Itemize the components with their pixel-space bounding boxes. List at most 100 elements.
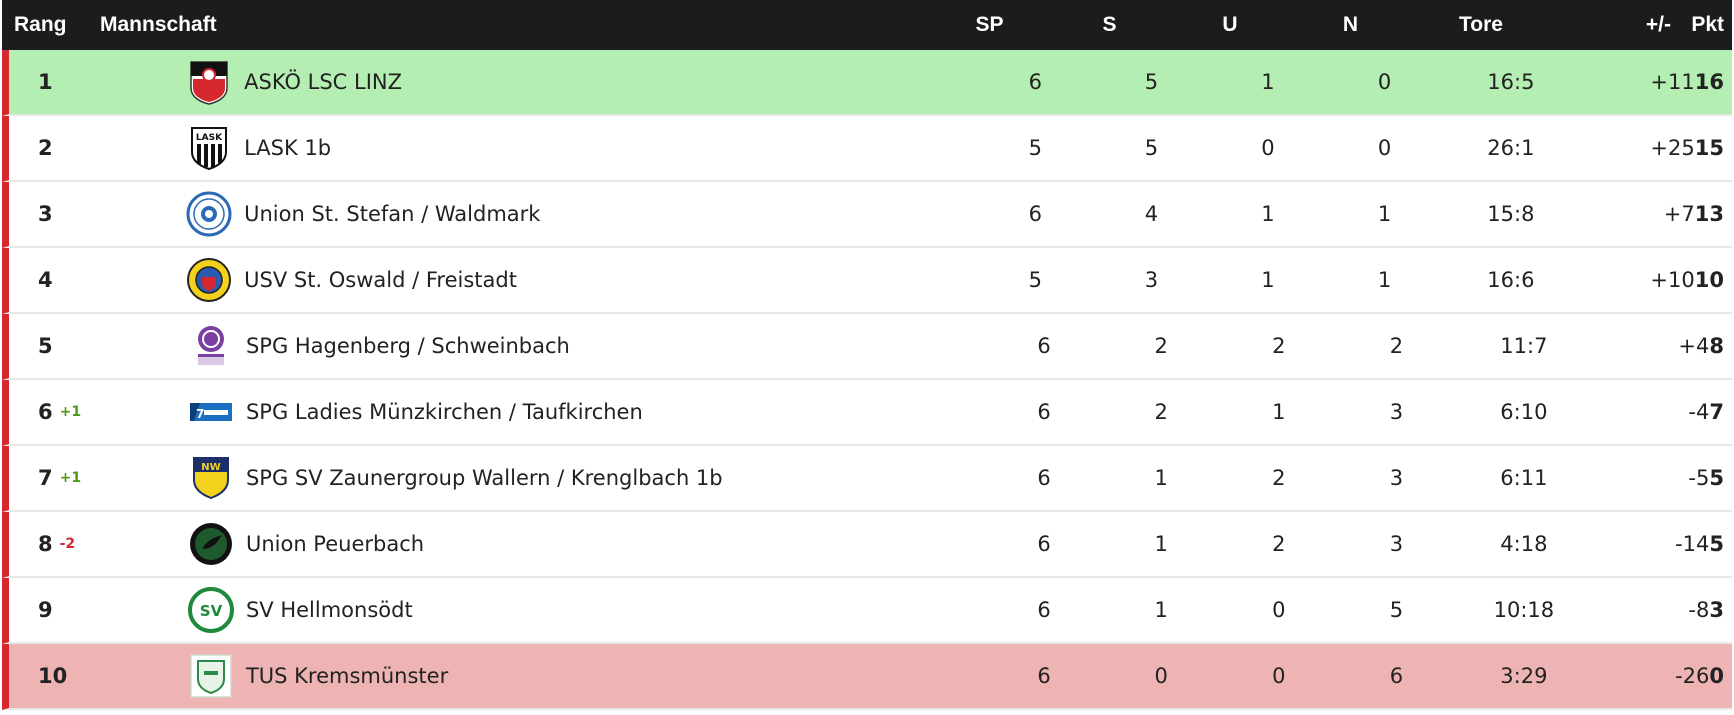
header-pkt[interactable]: Pkt (1691, 13, 1724, 36)
draws: 0 (1272, 598, 1286, 622)
losses: 1 (1377, 202, 1392, 226)
header-u[interactable]: U (1222, 13, 1238, 36)
games-played: 6 (1037, 400, 1051, 424)
losses: 3 (1389, 532, 1404, 556)
table-row[interactable]: 8 -2 Union Peuerbach 6 1 2 3 4:18 -14 5 (2, 512, 1732, 578)
points: 5 (1709, 532, 1724, 556)
goal-difference: -26 (1675, 664, 1710, 688)
rank-value: 2 (38, 136, 53, 160)
rank-change: -2 (59, 536, 76, 552)
goals: 6:11 (1500, 466, 1548, 490)
wins: 0 (1154, 664, 1168, 688)
draws: 2 (1272, 334, 1286, 358)
svg-text:7: 7 (196, 407, 204, 421)
team-name[interactable]: SPG Hagenberg / Schweinbach (245, 334, 570, 358)
goal-difference: -4 (1688, 400, 1710, 424)
header-rank[interactable]: Rang (14, 13, 67, 36)
points: 15 (1694, 136, 1724, 160)
team-logo-cell: SV (176, 587, 246, 633)
rank-change: +1 (59, 404, 82, 420)
team-logo-cell (174, 59, 244, 105)
rank-value: 9 (38, 598, 53, 622)
team-name[interactable]: SPG SV Zaunergroup Wallern / Krenglbach … (245, 466, 723, 490)
losses: 1 (1377, 268, 1392, 292)
table-row[interactable]: 5 SPG Hagenberg / Schweinbach 6 2 2 2 11:7 +4 8 (2, 314, 1732, 380)
points: 13 (1694, 202, 1724, 226)
wins: 4 (1144, 202, 1159, 226)
union-peuerbach-logo[interactable] (188, 521, 234, 567)
rank-cell: 8 -2 (9, 532, 176, 556)
table-row[interactable]: 6 +1 7 SPG Ladies Münzkirchen / Taufkirchen… (2, 380, 1732, 446)
losses: 0 (1377, 70, 1392, 94)
header-s[interactable]: S (1102, 13, 1117, 36)
rank-value: 10 (38, 664, 68, 688)
wins: 5 (1144, 70, 1159, 94)
team-name[interactable]: Union St. Stefan / Waldmark (244, 202, 541, 226)
losses: 6 (1389, 664, 1404, 688)
goal-difference: -5 (1688, 466, 1710, 490)
header-n[interactable]: N (1342, 13, 1359, 36)
losses: 5 (1389, 598, 1404, 622)
rank-cell: 9 (9, 598, 176, 622)
goal-difference: +7 (1663, 202, 1695, 226)
table-row[interactable]: 7 +1 NW SPG SV Zaunergroup Wallern / Krengl… (2, 446, 1732, 512)
goal-difference: +25 (1650, 136, 1695, 160)
losses: 0 (1377, 136, 1392, 160)
points: 10 (1694, 268, 1724, 292)
table-row[interactable]: 9 SV SV Hellmonsödt 6 1 0 5 10:18 -8 3 (2, 578, 1732, 644)
team-logo-cell (174, 257, 244, 303)
team-name[interactable]: TUS Kremsmünster (245, 664, 449, 688)
goals: 4:18 (1500, 532, 1548, 556)
games-played: 6 (1037, 334, 1051, 358)
games-played: 5 (1028, 268, 1042, 292)
header-sp[interactable]: SP (975, 13, 1004, 36)
spg-sv-wallern-logo[interactable]: NW (188, 455, 234, 501)
losses: 3 (1389, 400, 1404, 424)
table-row[interactable]: 3 Union St. Stefan / Waldmark 6 4 1 1 15:8 +7 13 (2, 182, 1732, 248)
spg-hagenberg-logo[interactable] (188, 323, 234, 369)
rank-value: 7 (38, 466, 53, 490)
rank-cell: 6 +1 (9, 400, 176, 424)
points: 0 (1709, 664, 1724, 688)
losses: 2 (1389, 334, 1404, 358)
team-name[interactable]: Union Peuerbach (245, 532, 425, 556)
tus-kremsmuenster-logo[interactable] (188, 653, 234, 699)
games-played: 6 (1028, 202, 1042, 226)
team-logo-cell (176, 521, 246, 567)
games-played: 5 (1028, 136, 1042, 160)
draws: 0 (1261, 136, 1275, 160)
usv-st-oswald-logo[interactable] (186, 257, 232, 303)
points: 8 (1709, 334, 1724, 358)
rank-change: +1 (59, 470, 82, 486)
wins: 5 (1144, 136, 1159, 160)
team-name[interactable]: SPG Ladies Münzkirchen / Taufkirchen (245, 400, 643, 424)
table-row[interactable]: 1 ASKÖ LSC LINZ 6 5 1 0 16:5 +11 16 (2, 50, 1732, 116)
table-row[interactable]: 10 TUS Kremsmünster 6 0 0 6 3:29 -26 0 (2, 644, 1732, 710)
asko-lsc-linz-logo[interactable] (186, 59, 232, 105)
losses: 3 (1389, 466, 1404, 490)
team-name[interactable]: USV St. Oswald / Freistadt (244, 268, 517, 292)
svg-text:LASK: LASK (196, 133, 223, 143)
lask-logo[interactable]: LASK (186, 125, 232, 171)
header-tore[interactable]: Tore (1459, 13, 1503, 36)
team-logo-cell (174, 191, 244, 237)
team-name[interactable]: LASK 1b (244, 136, 332, 160)
games-played: 6 (1037, 598, 1051, 622)
rank-cell: 1 (9, 70, 174, 94)
union-st-stefan-logo[interactable] (186, 191, 232, 237)
goals: 26:1 (1487, 136, 1535, 160)
table-row[interactable]: 4 USV St. Oswald / Freistadt 5 3 1 1 16:6 +10 10 (2, 248, 1732, 314)
spg-ladies-muenzkirchen-logo[interactable]: 7 (188, 389, 234, 435)
goals: 16:6 (1487, 268, 1535, 292)
rank-value: 8 (38, 532, 53, 556)
table-header: Rang Mannschaft SP S U N Tore +/- Pkt (2, 0, 1732, 50)
header-diff[interactable]: +/- (1645, 13, 1671, 36)
header-team[interactable]: Mannschaft (100, 13, 217, 36)
team-name[interactable]: ASKÖ LSC LINZ (244, 70, 403, 94)
table-row[interactable]: 2 LASK LASK 1b 5 5 0 0 26:1 +25 15 (2, 116, 1732, 182)
draws: 1 (1261, 202, 1275, 226)
sv-hellmonsoedt-logo[interactable]: SV (187, 587, 234, 633)
team-name[interactable]: SV Hellmonsödt (245, 598, 413, 622)
rank-cell: 5 (9, 334, 176, 358)
goals: 16:5 (1487, 70, 1535, 94)
